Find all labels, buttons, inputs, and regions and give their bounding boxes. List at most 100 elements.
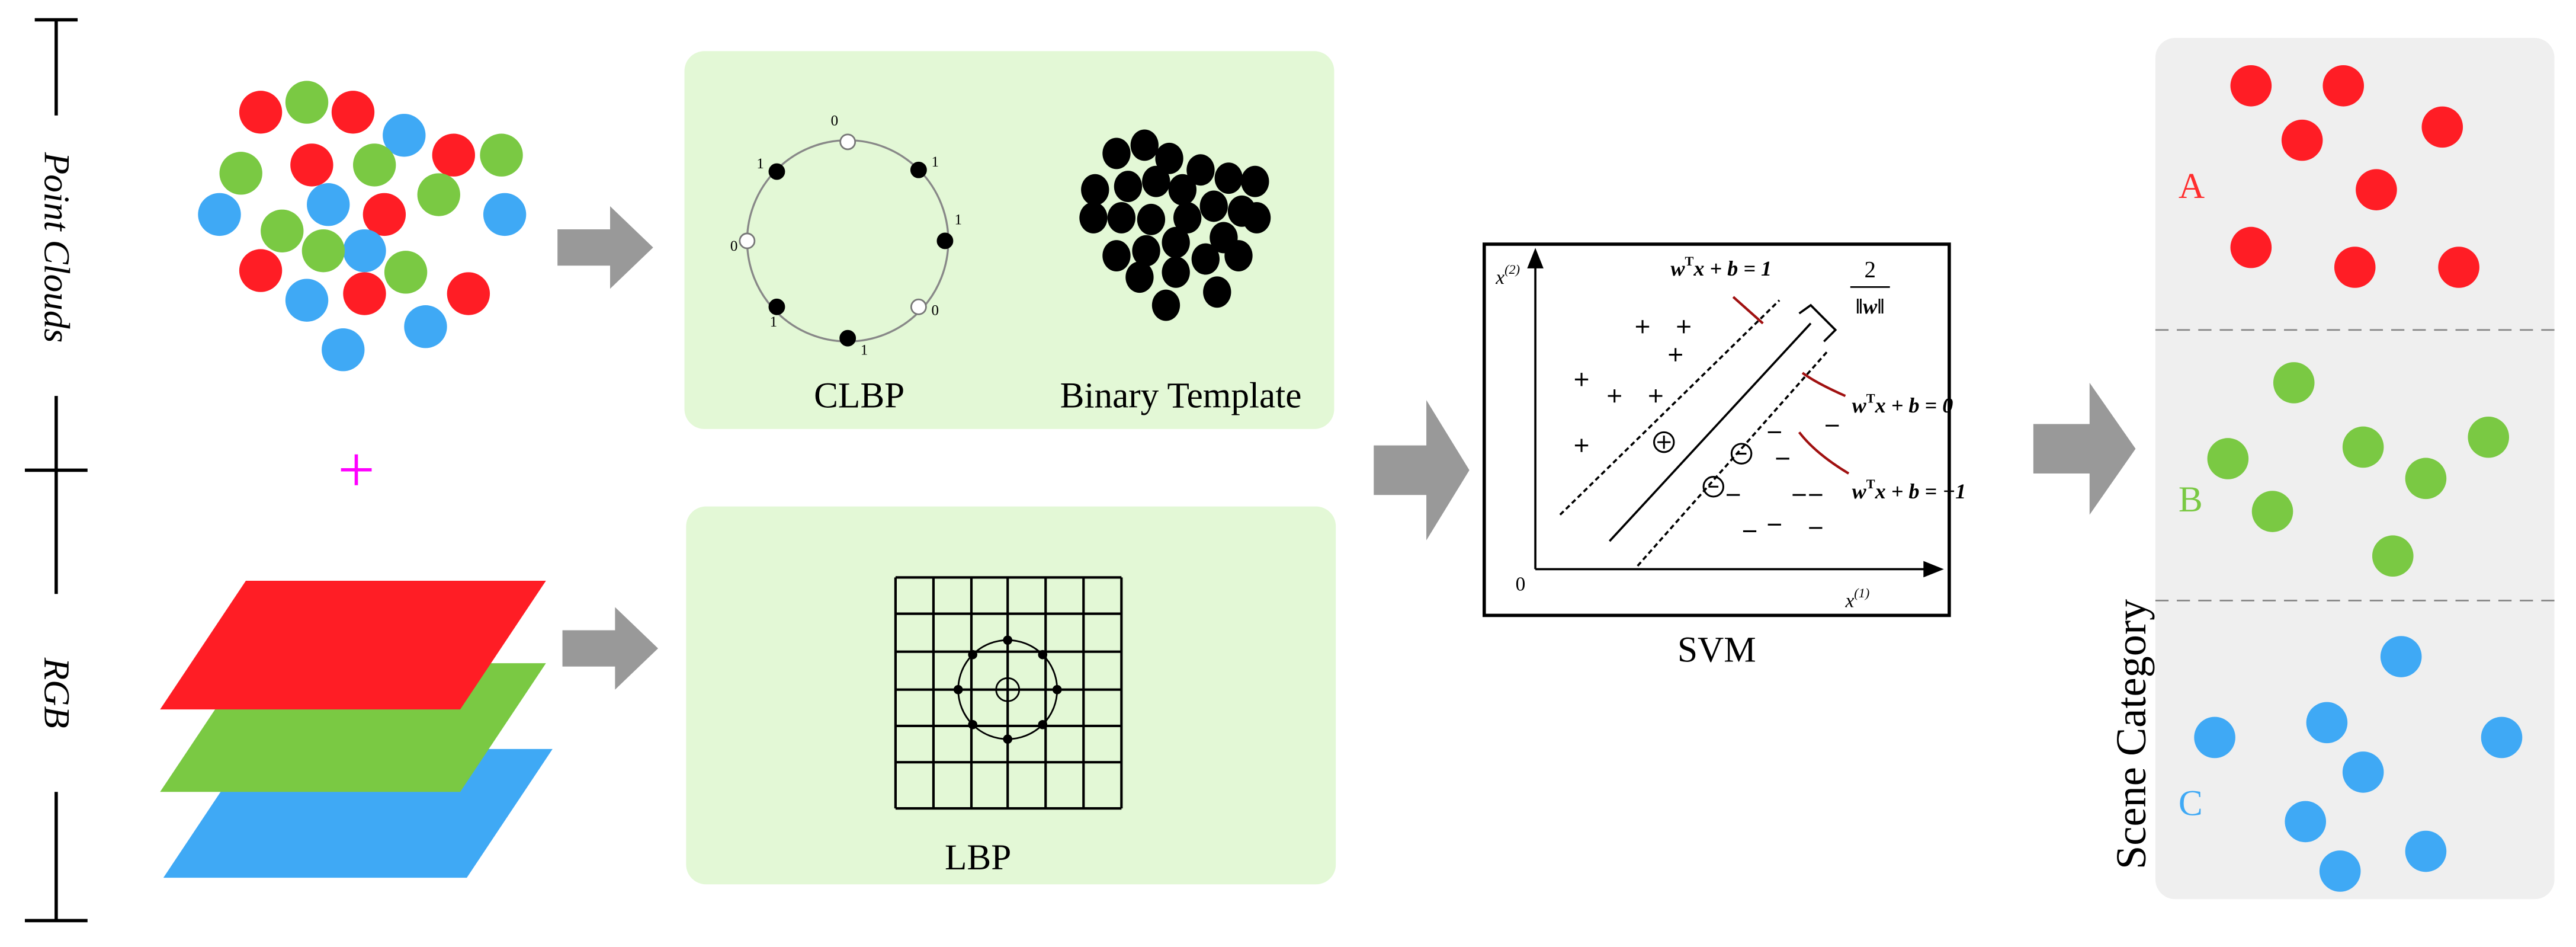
point	[362, 193, 406, 236]
clbp-bit: 1	[756, 156, 764, 172]
scene-point	[2306, 702, 2348, 744]
positive-sample	[1669, 348, 1682, 361]
scene-point	[2438, 247, 2479, 288]
blob	[1168, 174, 1196, 206]
category-label: C	[2179, 783, 2203, 823]
clbp-bit: 0	[730, 238, 738, 254]
clbp-bit: 0	[831, 113, 839, 129]
point	[447, 272, 490, 315]
blob	[1132, 235, 1160, 267]
clbp-bit: 1	[861, 343, 868, 359]
margin-numerator: 2	[1865, 257, 1876, 283]
arrow	[1374, 400, 1470, 540]
lbp-sample	[1003, 734, 1013, 744]
point	[198, 193, 241, 236]
clbp-point	[910, 298, 927, 315]
blob	[1137, 203, 1166, 235]
scene-point	[2319, 850, 2361, 892]
scene-point	[2372, 535, 2414, 577]
svm-samples	[1574, 320, 1839, 532]
svm-origin: 0	[1516, 574, 1526, 596]
clbp-point	[910, 161, 927, 178]
blob	[1151, 289, 1180, 321]
blob	[1114, 171, 1143, 203]
point	[239, 91, 283, 134]
blob	[1162, 226, 1190, 258]
point	[343, 272, 386, 315]
point	[261, 209, 304, 252]
svm-y-axis-label: x(2)	[1495, 262, 1520, 289]
blob	[1162, 256, 1190, 288]
clbp-points: 0 1 1 0 1 1 0 1	[730, 113, 962, 359]
clbp-point	[739, 232, 756, 249]
point-cloud	[198, 81, 527, 372]
svm-box	[1483, 242, 1951, 618]
hyperplane-label: wTx + b = 0	[1852, 391, 1953, 417]
clbp-point	[936, 232, 954, 249]
point	[480, 133, 523, 177]
hyperplane-label: wTx + b = 1	[1670, 254, 1772, 280]
support-vector	[1657, 435, 1671, 449]
support-vector	[1730, 443, 1753, 465]
scene-point	[2285, 801, 2327, 843]
clbp-point	[768, 298, 785, 315]
blob	[1186, 154, 1215, 186]
point	[352, 143, 396, 187]
arrow	[557, 206, 653, 289]
positive-sample	[1574, 439, 1589, 452]
arrow	[2033, 382, 2136, 515]
binary-template-title: Binary Template	[1060, 376, 1302, 416]
lbp-sample	[968, 719, 977, 730]
scene-title: Scene Category	[2107, 599, 2155, 869]
svm-plot	[1527, 248, 1944, 578]
positive-sample	[1574, 373, 1589, 386]
point	[239, 249, 283, 292]
arrows	[557, 206, 2136, 690]
scene-point	[2334, 247, 2376, 288]
blob	[1102, 137, 1131, 169]
blob	[1102, 240, 1131, 271]
scene-point	[2342, 426, 2384, 468]
scene-point	[2405, 457, 2447, 500]
scene-point	[2207, 438, 2249, 479]
lbp-grid	[894, 576, 1123, 810]
scene-point	[2481, 716, 2523, 759]
point	[290, 143, 333, 187]
clbp-bit: 1	[931, 154, 939, 170]
lbp-title: LBP	[945, 837, 1011, 878]
scene-point	[2380, 636, 2422, 677]
point	[404, 305, 447, 348]
scene-points	[2194, 65, 2523, 892]
point	[301, 229, 345, 273]
lbp-sample	[1038, 719, 1048, 730]
point	[343, 229, 386, 273]
plus-sign: +	[338, 434, 375, 507]
scene-point	[2194, 716, 2235, 759]
blob	[1224, 240, 1253, 271]
blob	[1142, 165, 1170, 197]
svm-title: SVM	[1677, 629, 1756, 670]
lbp-sample	[968, 650, 977, 660]
category-label: A	[2179, 166, 2205, 206]
blob	[1173, 202, 1202, 233]
scene-point	[2421, 106, 2463, 148]
clbp-point	[839, 329, 856, 347]
point	[384, 251, 428, 294]
binary-template	[1079, 129, 1271, 321]
lbp-sample	[1052, 684, 1062, 695]
support-vector	[1702, 476, 1724, 498]
clbp-bit: 1	[770, 314, 778, 330]
lbp-sample	[1038, 650, 1048, 660]
clbp-point	[839, 133, 856, 151]
margin-denominator: ‖w‖	[1856, 295, 1885, 318]
point	[322, 328, 365, 372]
scene-point	[2356, 169, 2397, 210]
clbp-bit: 1	[954, 212, 962, 228]
blob	[1191, 243, 1220, 275]
point	[483, 193, 527, 236]
blob	[1214, 162, 1243, 194]
scene-point	[2230, 226, 2272, 268]
clbp-bit: 0	[931, 303, 939, 319]
positive-sample	[1608, 389, 1621, 403]
